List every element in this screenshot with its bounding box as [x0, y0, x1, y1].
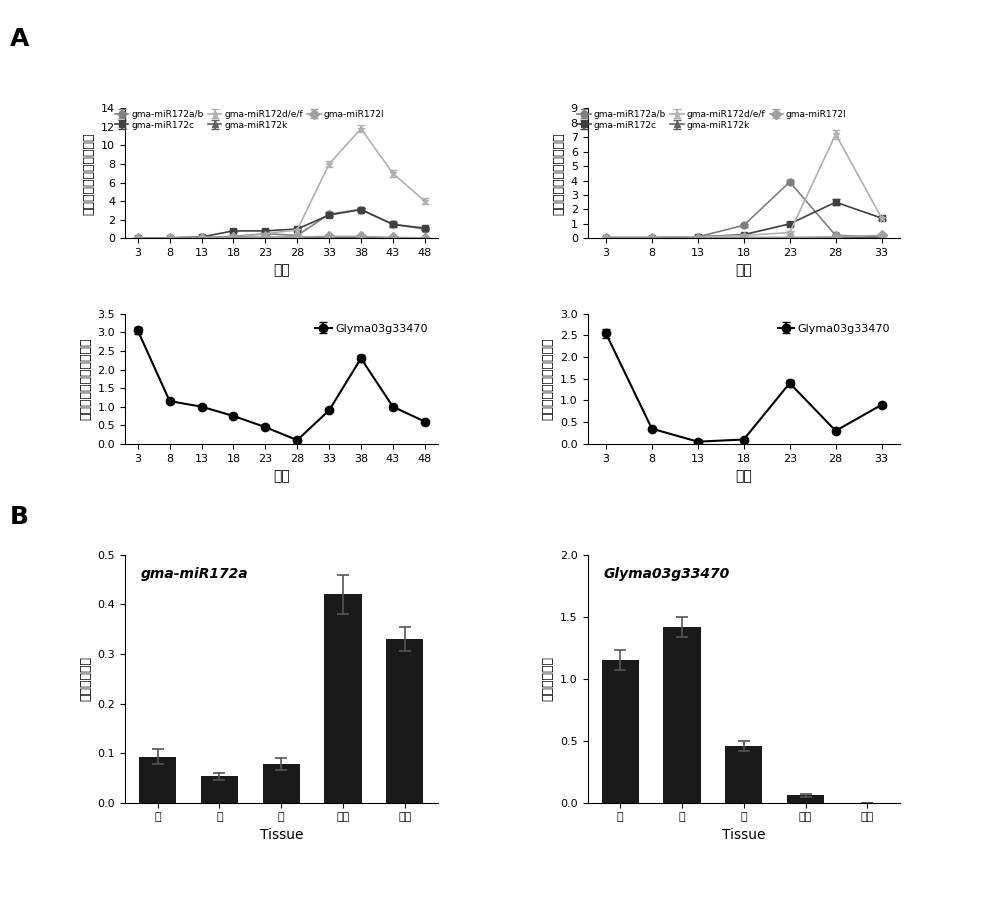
Text: gma-miR172a: gma-miR172a [141, 567, 248, 581]
Text: Glyma03g33470: Glyma03g33470 [603, 567, 729, 581]
Bar [787, 796, 824, 803]
Bar [263, 764, 300, 803]
Y-axis label: 相对表达水平: 相对表达水平 [541, 657, 554, 701]
Bar [324, 594, 362, 803]
Bar [386, 639, 423, 803]
X-axis label: 天数: 天数 [273, 263, 290, 278]
Bar [602, 660, 639, 803]
Legend: gma-miR172a/b, gma-miR172c, gma-miR172d/e/f, gma-miR172k, gma-miR172l: gma-miR172a/b, gma-miR172c, gma-miR172d/… [114, 109, 385, 131]
Text: B: B [10, 505, 29, 529]
Y-axis label: 相对表达水平（短日照）: 相对表达水平（短日照） [541, 337, 554, 420]
Bar [201, 777, 238, 803]
X-axis label: Tissue: Tissue [260, 828, 303, 842]
Y-axis label: 相对表达水平（长日照）: 相对表达水平（长日照） [83, 132, 96, 215]
Legend: gma-miR172a/b, gma-miR172c, gma-miR172d/e/f, gma-miR172k, gma-miR172l: gma-miR172a/b, gma-miR172c, gma-miR172d/… [576, 109, 847, 131]
Y-axis label: 相对表达水平（短日照）: 相对表达水平（短日照） [552, 132, 565, 215]
X-axis label: 天数: 天数 [273, 469, 290, 483]
Bar [725, 746, 762, 803]
Bar [663, 627, 701, 803]
Y-axis label: 相对表达水平: 相对表达水平 [79, 657, 92, 701]
Legend: Glyma03g33470: Glyma03g33470 [773, 319, 894, 338]
Legend: Glyma03g33470: Glyma03g33470 [311, 319, 432, 338]
X-axis label: Tissue: Tissue [722, 828, 766, 842]
X-axis label: 天数: 天数 [735, 263, 752, 278]
Text: A: A [10, 27, 29, 51]
Y-axis label: 相对表达水平（长日照）: 相对表达水平（长日照） [79, 337, 92, 420]
Bar [139, 757, 176, 803]
X-axis label: 天数: 天数 [735, 469, 752, 483]
